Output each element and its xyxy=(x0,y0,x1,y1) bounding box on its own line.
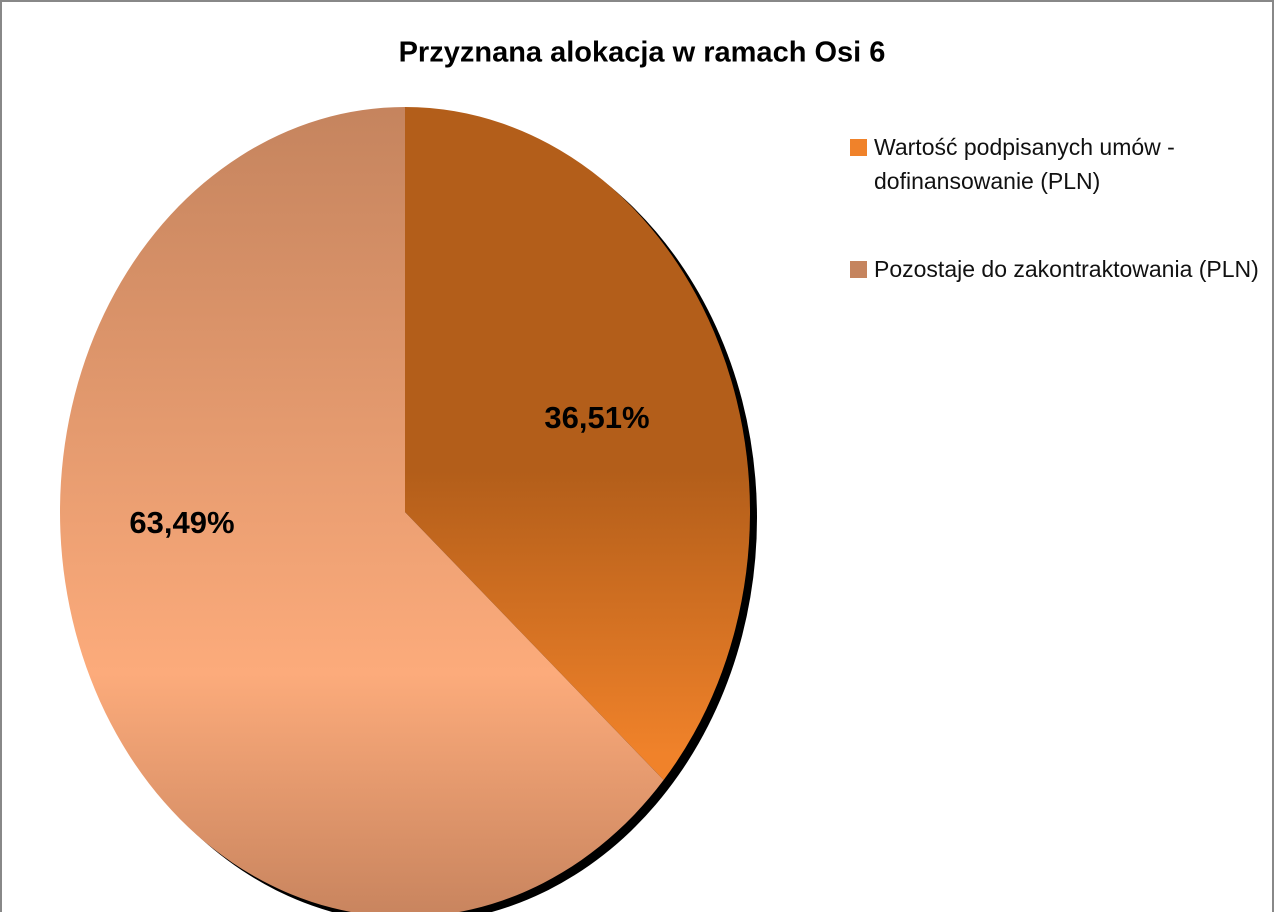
legend-swatch xyxy=(850,261,867,278)
pie-slice xyxy=(405,107,750,781)
legend-label: Pozostaje do zakontraktowania (PLN) xyxy=(874,256,1259,282)
legend-label: Wartość podpisanych umów - dofinansowani… xyxy=(874,134,1175,194)
legend-swatch xyxy=(850,139,867,156)
data-label: 63,49% xyxy=(129,505,234,540)
data-label: 36,51% xyxy=(544,400,649,435)
legend-item: Pozostaje do zakontraktowania (PLN) xyxy=(850,252,1270,286)
legend-item: Wartość podpisanych umów - dofinansowani… xyxy=(850,130,1270,198)
pie-slice xyxy=(60,107,664,912)
chart-title: Przyznana alokacja w ramach Osi 6 xyxy=(399,37,886,69)
